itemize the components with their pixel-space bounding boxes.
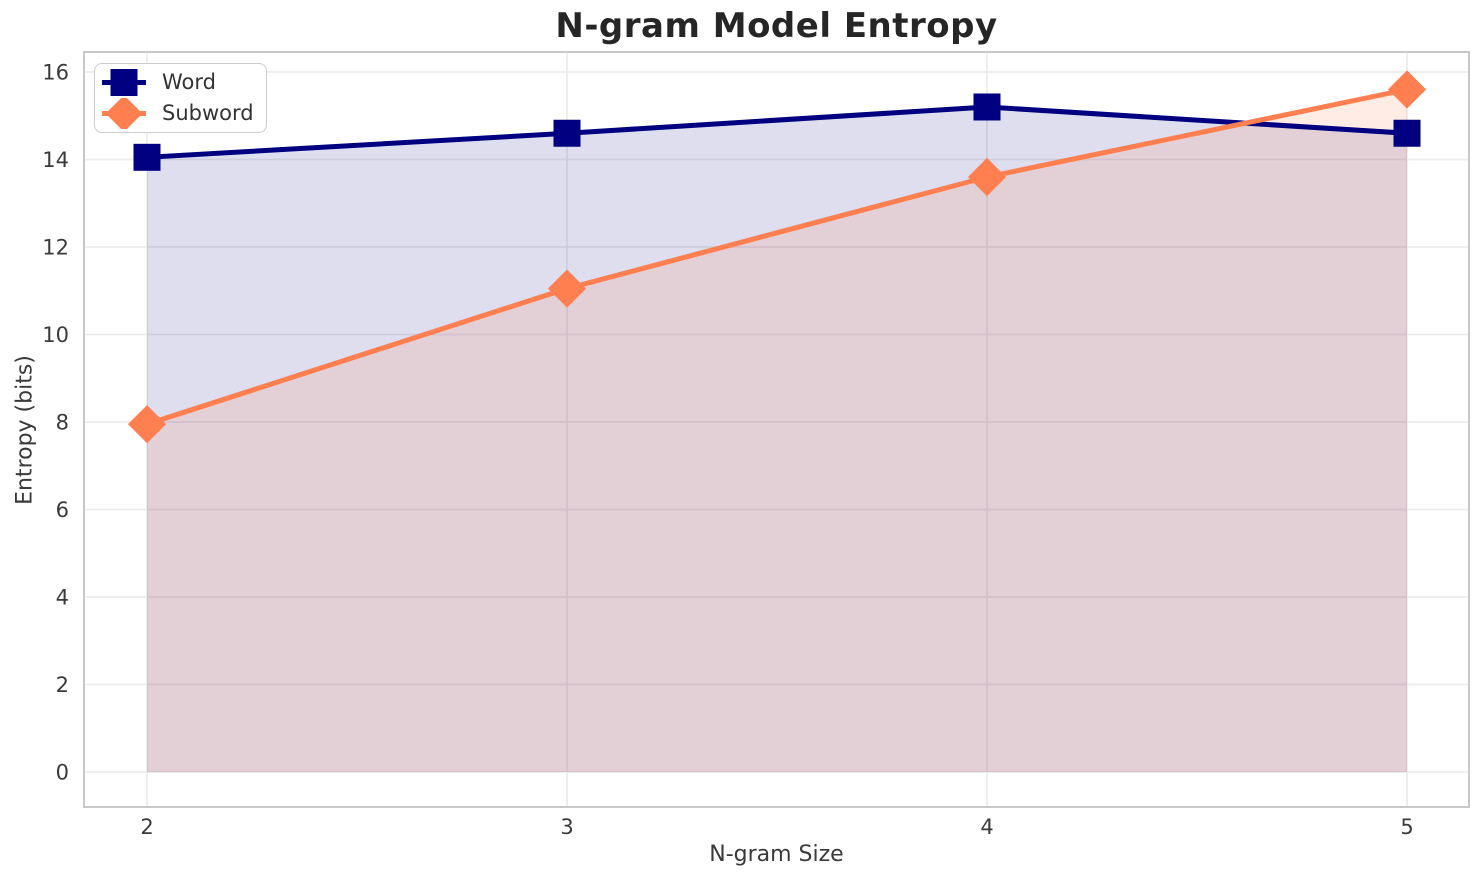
subword-line-diamond-icon (102, 98, 146, 129)
legend-item-subword: Subword (100, 98, 254, 129)
chart-title: N-gram Model Entropy (555, 6, 998, 46)
y-tick-label: 14 (42, 148, 69, 172)
legend-label-subword: Subword (162, 101, 254, 125)
legend-item-word: Word (100, 67, 254, 98)
y-tick-label: 0 (56, 761, 69, 785)
word-area-fill (147, 107, 1407, 772)
y-tick-label: 6 (56, 498, 69, 522)
word-marker-square (973, 93, 1001, 121)
y-tick-label: 8 (56, 411, 69, 435)
word-line (144, 104, 1410, 160)
legend-label-word: Word (162, 70, 216, 94)
x-tick-label: 3 (560, 815, 573, 839)
word-marker-square (133, 143, 161, 171)
y-tick-label: 12 (42, 236, 69, 260)
word-marker-square (1393, 119, 1421, 147)
x-axis-label: N-gram Size (709, 842, 844, 867)
subword-marker-diamond (1387, 70, 1427, 109)
y-tick-label: 4 (56, 586, 69, 610)
word-line-square-icon (102, 69, 146, 96)
y-axis-label: Entropy (bits) (12, 355, 38, 505)
y-tick-label: 2 (56, 673, 69, 697)
subword-marker-diamond (127, 405, 167, 444)
subword-area-fill (147, 89, 1407, 772)
subword-line (144, 87, 1410, 427)
plot-border (83, 51, 1470, 808)
x-tick-label: 4 (980, 815, 993, 839)
y-tick-label: 10 (42, 323, 69, 347)
word-marker-square (553, 119, 581, 147)
x-tick-label: 5 (1400, 815, 1413, 839)
subword-marker-diamond (547, 269, 587, 308)
x-tick-label: 2 (140, 815, 153, 839)
y-tick-label: 16 (42, 61, 69, 85)
legend: Word Subword (94, 63, 267, 133)
